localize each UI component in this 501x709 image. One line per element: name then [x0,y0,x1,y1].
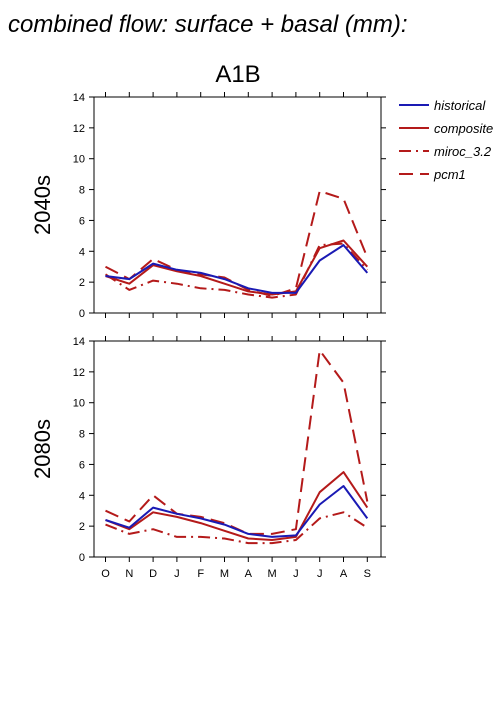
x-tick-label: A [340,568,348,580]
x-tick-label: N [125,568,133,580]
x-tick-label: D [149,568,157,580]
y-tick-label: 10 [73,398,85,410]
series-line-miroc [104,242,369,299]
panel-2080s: 0 2 4 6 8 10 12 14 O N D J F M A M J J A S 2080s [30,336,386,580]
panel-label: 2040s [30,175,55,235]
y-tick-label: 2 [79,277,85,289]
plot-frame [93,96,382,314]
series-line-composite [105,239,369,296]
figure-title: combined flow: surface + basal (mm): [8,11,407,38]
y-tick-label: 2 [79,521,85,533]
y-tick-label: 4 [79,246,85,258]
x-tick-label: J [317,568,323,580]
series-line-pcm1 [105,190,369,297]
y-tick-label: 6 [79,459,85,471]
plot-frame [93,340,382,558]
series-line-historical [105,244,369,294]
legend: historical composite miroc_3.2 pcm1 [399,98,493,182]
legend-label-pcm1: pcm1 [433,167,466,182]
x-tick-label: J [293,568,299,580]
y-tick-label: 10 [73,154,85,166]
y-tick-label: 8 [79,185,85,197]
y-tick-label: 12 [73,367,85,379]
y-tick-label: 0 [79,552,85,564]
x-tick-label: S [364,568,371,580]
y-tick-label: 0 [79,308,85,320]
y-tick-label: 14 [73,336,85,348]
x-tick-label: M [220,568,229,580]
y-tick-label: 8 [79,429,85,441]
y-tick-label: 6 [79,215,85,227]
legend-label-miroc: miroc_3.2 [434,144,492,159]
legend-label-historical: historical [434,98,486,113]
y-tick-label: 14 [73,92,85,104]
panel-label: 2080s [30,419,55,479]
x-tick-label: J [174,568,180,580]
panel-2040s: 0 2 4 6 8 10 12 14 2040s [30,92,386,320]
series-line-composite [105,471,369,541]
scenario-title: A1B [215,61,260,88]
x-tick-label: F [197,568,204,580]
series-line-pcm1 [105,349,369,535]
x-tick-label: M [268,568,277,580]
legend-label-composite: composite [434,121,493,136]
y-tick-label: 12 [73,123,85,135]
x-tick-label: O [101,568,110,580]
x-tick-label: A [245,568,253,580]
series-line-historical [105,485,369,538]
y-tick-label: 4 [79,490,85,502]
